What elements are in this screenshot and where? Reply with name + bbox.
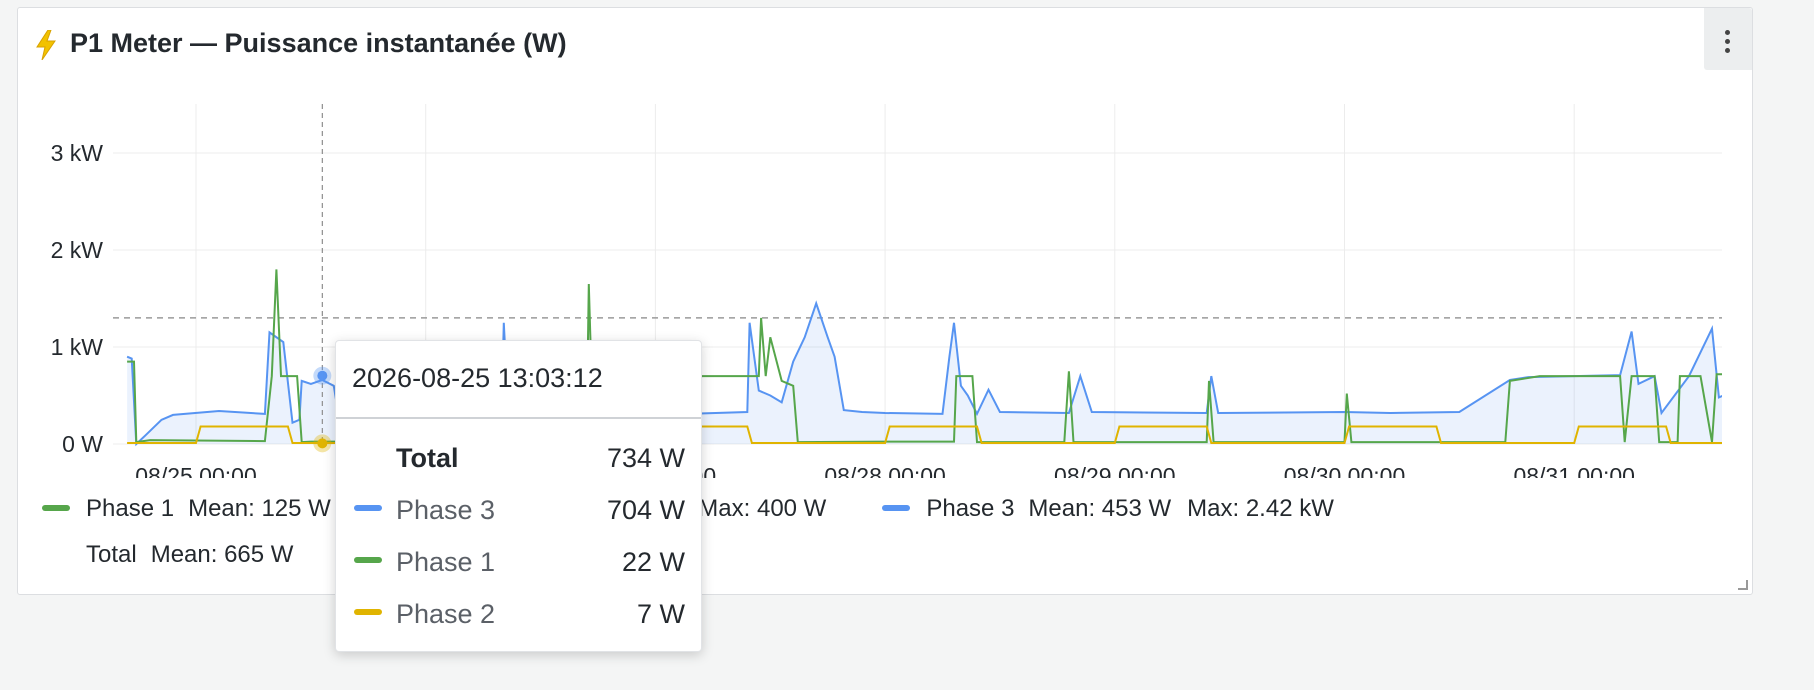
tooltip-series-value: 734 W	[606, 443, 685, 473]
legend-swatch	[882, 504, 911, 511]
panel-header[interactable]: P1 Meter — Puissance instantanée (W)	[18, 8, 1752, 70]
tooltip-swatch	[354, 557, 382, 563]
y-tick-label: 0 W	[62, 431, 103, 457]
tooltip-row-phase-3: Phase 3 704 W	[336, 489, 701, 529]
tooltip-series-name: Total	[396, 443, 459, 473]
panel-menu-button[interactable]	[1704, 8, 1752, 70]
legend-item-phase-1[interactable]: Phase 1 Mean: 125 W	[42, 495, 347, 523]
legend-max: Max: 400 W	[698, 495, 827, 522]
legend-max: Max: 2.42 kW	[1187, 495, 1334, 522]
x-tick-label: 08/30 00:00	[1284, 463, 1406, 478]
legend-mean: Mean: 665 W	[150, 541, 294, 568]
hover-point	[317, 438, 328, 449]
legend-item-total[interactable]: Total Mean: 665 W	[42, 541, 309, 569]
x-tick-label: 08/25 00:00	[135, 463, 257, 478]
legend-series-name: Phase 1	[86, 495, 175, 522]
lightning-bolt-icon	[36, 30, 56, 60]
hover-point	[317, 370, 328, 381]
legend-row: Total Mean: 665 W	[42, 541, 349, 569]
tooltip-divider	[336, 417, 701, 419]
p1-meter-panel: P1 Meter — Puissance instantanée (W) 0 W…	[17, 7, 1753, 595]
tooltip-swatch	[354, 505, 382, 511]
y-tick-label: 2 kW	[51, 237, 104, 263]
tooltip-series-name: Phase 2	[396, 599, 496, 629]
legend-mean: Mean: 453 W	[1028, 495, 1172, 522]
panel-title: P1 Meter — Puissance instantanée (W)	[70, 28, 567, 58]
tooltip-series-name: Phase 1	[396, 547, 496, 577]
tooltip-row-phase-1: Phase 1 22 W	[336, 541, 701, 581]
x-tick-label: 08/29 00:00	[1054, 463, 1176, 478]
tooltip-series-name: Phase 3	[396, 495, 496, 525]
legend-series-name: Phase 3	[926, 495, 1015, 522]
tooltip-series-value: 704 W	[606, 495, 685, 525]
legend-swatch	[42, 504, 70, 511]
tooltip-series-value: 7 W	[636, 599, 685, 629]
tooltip-series-value: 22 W	[621, 547, 685, 577]
legend-swatch	[42, 551, 70, 557]
legend-mean: Mean: 125 W	[188, 495, 331, 522]
x-tick-label: 08/28 00:00	[824, 463, 946, 478]
legend-series-name: Total	[86, 541, 137, 568]
hover-tooltip: 2026-08-25 13:03:12 Total 734 W Phase 3 704…	[335, 340, 702, 652]
tooltip-swatch	[354, 609, 382, 615]
y-tick-label: 1 kW	[51, 334, 104, 360]
tooltip-row-phase-2: Phase 2 7 W	[336, 593, 701, 633]
legend-item-phase-3[interactable]: Phase 3 Mean: 453 W Max: 2.42 kW	[882, 495, 1350, 523]
tooltip-timestamp: 2026-08-25 13:03:12	[352, 363, 603, 393]
x-tick-label: 08/31 00:00	[1513, 463, 1635, 478]
y-tick-label: 3 kW	[51, 140, 104, 166]
tooltip-row-total: Total 734 W	[336, 437, 701, 477]
panel-resize-handle[interactable]	[1738, 580, 1748, 590]
series-area-phase-3	[127, 303, 1722, 444]
